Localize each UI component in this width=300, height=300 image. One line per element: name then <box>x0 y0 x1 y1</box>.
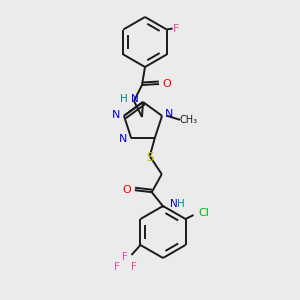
Text: CH₃: CH₃ <box>180 115 198 125</box>
Text: N: N <box>131 94 139 104</box>
Text: Cl: Cl <box>198 208 209 218</box>
Text: F: F <box>130 262 136 272</box>
Text: S: S <box>146 151 153 164</box>
Text: F: F <box>172 23 179 34</box>
Text: O: O <box>122 185 131 195</box>
Text: F: F <box>113 262 119 272</box>
Text: N: N <box>119 134 128 144</box>
Text: N: N <box>165 109 173 119</box>
Text: H: H <box>177 199 184 209</box>
Text: O: O <box>163 79 171 89</box>
Text: F: F <box>122 252 128 262</box>
Text: H: H <box>120 94 128 104</box>
Text: N: N <box>112 110 120 120</box>
Text: N: N <box>170 199 178 209</box>
